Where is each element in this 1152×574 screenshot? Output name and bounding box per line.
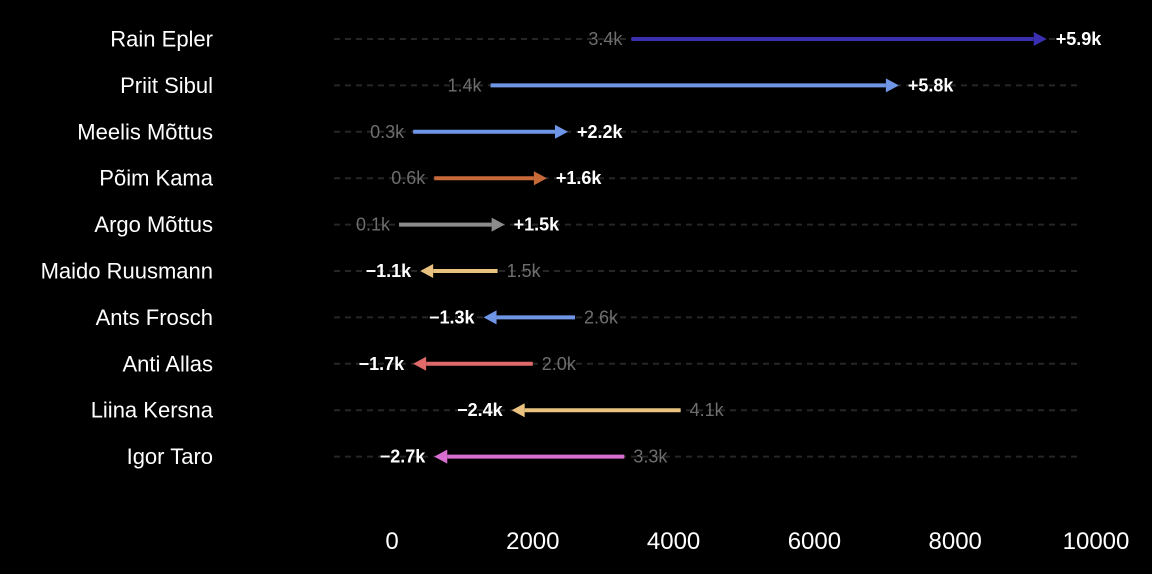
category-label-anti-allas: Anti Allas [123, 351, 214, 376]
category-label-liina-kersna: Liina Kersna [91, 398, 214, 423]
x-tick-label: 4000 [647, 528, 700, 555]
delta-value-label-meelis-mottus: +2.2k [577, 122, 624, 142]
delta-value-label-poim-kama: +1.6k [556, 168, 603, 188]
category-label-rain-epler: Rain Epler [110, 27, 213, 52]
arrow-head-igor-taro [434, 449, 448, 464]
delta-value-label-igor-taro: −2.7k [380, 447, 427, 467]
arrow-head-argo-mottus [491, 217, 505, 232]
delta-value-label-ants-frosch: −1.3k [429, 307, 476, 327]
category-label-argo-mottus: Argo Mõttus [94, 212, 213, 237]
category-label-maido-ruusmann: Maido Ruusmann [41, 259, 213, 284]
start-value-label-argo-mottus: 0.1k [356, 215, 391, 235]
x-tick-label: 8000 [929, 528, 982, 555]
start-value-label-igor-taro: 3.3k [633, 447, 668, 467]
x-axis: 0 2000 4000 6000 8000 10000 [385, 528, 1129, 555]
arrow-head-anti-allas [413, 356, 427, 371]
delta-value-label-anti-allas: −1.7k [359, 354, 406, 374]
arrow-head-rain-epler [1033, 32, 1047, 46]
delta-value-label-rain-epler: +5.9k [1056, 29, 1103, 49]
delta-value-label-maido-ruusmann: −1.1k [366, 261, 413, 281]
arrow-head-liina-kersna [511, 403, 525, 418]
arrow-head-ants-frosch [483, 310, 497, 325]
x-tick-label: 6000 [788, 528, 841, 555]
start-value-label-ants-frosch: 2.6k [584, 307, 619, 327]
arrow-head-meelis-mottus [555, 124, 568, 139]
value-labels: 3.4k +5.9k 1.4k +5.8k 0.3k +2.2k 0.6k +1.6k 0.1k… [356, 29, 1102, 467]
start-value-label-liina-kersna: 4.1k [690, 400, 725, 420]
category-labels: Rain Epler Priit Sibul Meelis Mõttus Põim K… [41, 27, 214, 470]
category-label-meelis-mottus: Meelis Mõttus [77, 119, 213, 144]
start-value-label-rain-epler: 3.4k [588, 29, 623, 49]
start-value-label-anti-allas: 2.0k [542, 354, 577, 374]
arrow-head-priit-sibul [885, 78, 899, 93]
start-value-label-poim-kama: 0.6k [391, 168, 426, 188]
row-guides [334, 38, 1078, 458]
category-label-igor-taro: Igor Taro [127, 444, 213, 469]
category-label-poim-kama: Põim Kama [99, 166, 213, 191]
category-label-ants-frosch: Ants Frosch [96, 305, 213, 330]
arrows [399, 32, 1047, 464]
start-value-label-meelis-mottus: 0.3k [370, 122, 405, 142]
x-tick-label: 2000 [506, 528, 559, 555]
arrow-head-poim-kama [533, 171, 547, 186]
arrow-head-maido-ruusmann [420, 264, 434, 278]
start-value-label-priit-sibul: 1.4k [448, 75, 483, 95]
delta-value-label-priit-sibul: +5.8k [908, 75, 955, 95]
x-tick-label: 0 [385, 528, 398, 555]
category-label-priit-sibul: Priit Sibul [120, 73, 213, 98]
x-tick-label: 10000 [1063, 528, 1130, 555]
start-value-label-maido-ruusmann: 1.5k [507, 261, 542, 281]
delta-value-label-argo-mottus: +1.5k [514, 215, 561, 235]
delta-value-label-liina-kersna: −2.4k [457, 400, 504, 420]
